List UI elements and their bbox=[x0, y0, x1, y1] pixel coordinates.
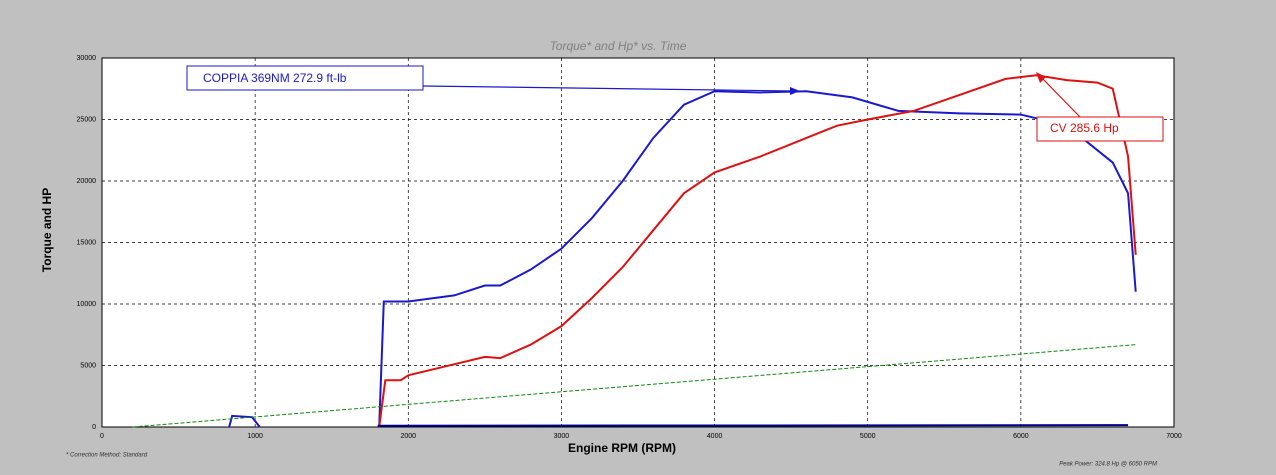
x-tick-label: 1000 bbox=[247, 433, 263, 440]
annotation-text: CV 285.6 Hp bbox=[1050, 121, 1119, 135]
annotation: COPPIA 369NM 272.9 ft-lb bbox=[186, 65, 800, 95]
annotation-box bbox=[186, 65, 424, 91]
x-tick-label: 4000 bbox=[707, 433, 723, 440]
plot: 0 5000 10000 15000 20000 25000 30000 0 1000 2000 3… bbox=[77, 55, 1182, 440]
y-tick-label: 10000 bbox=[77, 301, 97, 308]
annotation-box bbox=[1036, 116, 1164, 142]
annotation-arrow bbox=[422, 85, 796, 92]
series-line bbox=[377, 424, 1129, 427]
series-line bbox=[378, 74, 1137, 428]
peak-note: Peak Power: 324.8 Hp @ 6050 RPM bbox=[1059, 462, 1157, 468]
annotation: CV 285.6 Hp bbox=[1036, 72, 1164, 142]
y-tick-label: 15000 bbox=[77, 239, 97, 246]
x-axis-label: Engine RPM (RPM) bbox=[568, 441, 676, 455]
x-tick-label: 6000 bbox=[1013, 433, 1029, 440]
footnote: * Correction Method: Standard bbox=[66, 453, 148, 459]
chart-title: Torque* and Hp* vs. Time bbox=[550, 39, 687, 53]
x-tick-label: 7000 bbox=[1166, 433, 1182, 440]
y-tick-label: 5000 bbox=[80, 362, 96, 369]
y-tick-label: 25000 bbox=[77, 116, 97, 123]
x-tick-label: 3000 bbox=[554, 433, 570, 440]
annotation-arrow bbox=[1039, 75, 1081, 118]
y-tick-label: 30000 bbox=[77, 55, 97, 62]
annotation-text: COPPIA 369NM 272.9 ft-lb bbox=[203, 71, 347, 85]
x-tick-label: 0 bbox=[100, 433, 104, 440]
y-tick-label: 0 bbox=[92, 424, 96, 431]
y-axis-label: Torque and HP bbox=[40, 188, 54, 272]
x-tick-label: 5000 bbox=[860, 433, 876, 440]
y-tick-label: 20000 bbox=[77, 178, 97, 185]
arrow-head bbox=[1036, 72, 1046, 83]
x-tick-label: 2000 bbox=[400, 433, 416, 440]
arrow-head bbox=[790, 87, 800, 95]
